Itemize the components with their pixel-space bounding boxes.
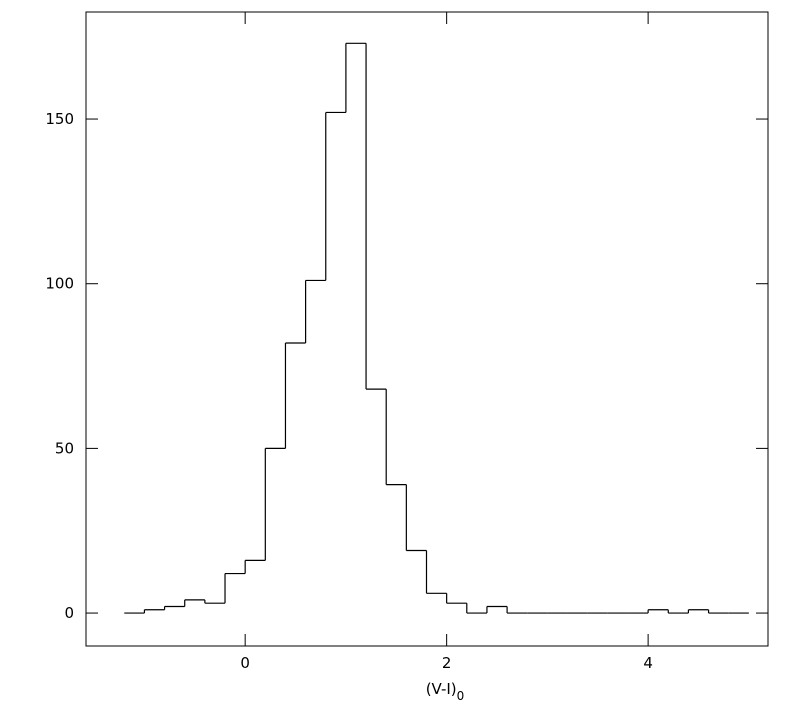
plot-frame [85, 11, 769, 647]
x-axis-label-main: (V-I) [426, 680, 457, 698]
y-tick-label: 100 [45, 275, 74, 293]
y-tick-label: 50 [55, 439, 74, 457]
x-tick-label: 4 [643, 654, 653, 672]
x-tick-label: 0 [240, 654, 250, 672]
x-axis-label: (V-I)0 [426, 680, 465, 703]
x-tick-label: 2 [442, 654, 452, 672]
y-tick-label: 0 [64, 604, 74, 622]
x-axis-label-subscript: 0 [457, 689, 465, 703]
y-tick-label: 150 [45, 110, 74, 128]
